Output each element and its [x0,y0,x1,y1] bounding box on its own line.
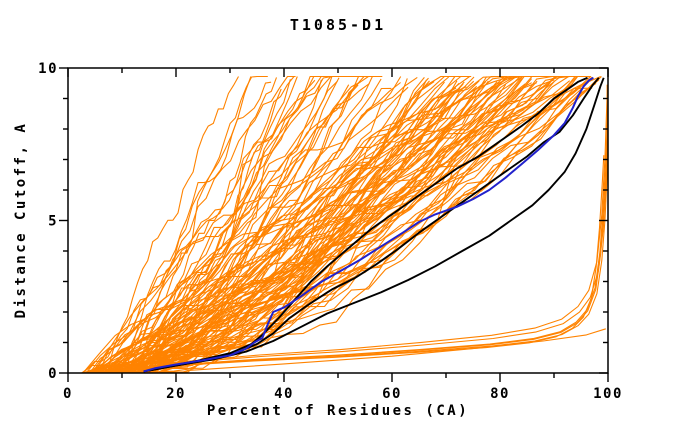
laggard-curve [112,84,608,372]
model-curve [81,76,252,374]
x-tick-label: 20 [166,386,186,402]
model-curve [96,79,316,374]
model-curve [113,76,369,374]
model-curve [138,86,568,374]
y-axis-title: Distance Cutoff, A [13,122,29,319]
model-curve [115,76,533,374]
model-curve [152,75,571,374]
x-tick-label: 100 [593,386,623,402]
x-tick-labels: 0 20 40 60 80 100 [63,386,623,402]
x-axis-title: Percent of Residues (CA) [207,403,469,419]
model-curve [137,75,357,374]
model-curve [96,76,593,374]
model-curve [92,79,555,374]
x-tick-label: 80 [490,386,510,402]
model-curve [88,75,580,374]
axis-ticks [59,67,609,382]
model-curve [144,76,578,374]
highlight-black-2 [143,77,600,373]
model-curve [83,77,429,374]
laggard-curve [111,125,608,373]
model-curve [124,81,361,374]
x-tick-label: 60 [382,386,402,402]
model-curve [111,80,430,374]
chart-title: T1085-D1 [290,16,386,34]
model-curve [126,78,382,374]
model-curve [106,76,239,374]
highlight-blue [143,76,594,373]
model-curve [143,76,402,374]
model-curve [140,88,282,374]
model-curve [121,81,465,374]
low-flat-curve [186,328,606,372]
model-curve [106,83,549,374]
y-tick-label: 0 [48,366,58,382]
laggard-model-curves [110,84,608,373]
laggard-curve [111,84,608,372]
model-curve [132,87,392,374]
highlight-black-3 [148,77,605,372]
highlighted-model-curves [143,76,605,373]
highlight-black-1 [143,76,588,373]
model-curve [133,76,322,374]
model-curve [100,86,409,374]
model-curve [83,75,296,374]
x-tick-label: 40 [274,386,294,402]
model-curve [146,83,526,374]
model-curve [145,84,359,374]
model-curve [134,82,532,374]
model-curve [124,81,272,374]
y-tick-labels: 0 5 10 [38,61,58,382]
x-tick-label: 0 [63,386,73,402]
model-curve [88,85,494,374]
y-tick-label: 5 [48,214,58,230]
laggard-curve [110,155,605,373]
y-tick-label: 10 [38,61,58,77]
model-curve [145,75,592,374]
model-curve [93,76,418,374]
orange-model-curves [81,75,602,374]
